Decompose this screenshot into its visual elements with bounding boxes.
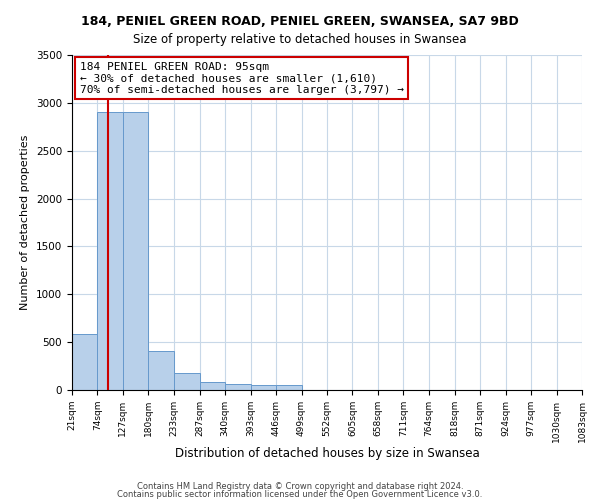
Bar <box>200 382 225 390</box>
Text: Contains public sector information licensed under the Open Government Licence v3: Contains public sector information licen… <box>118 490 482 499</box>
Bar <box>123 112 148 390</box>
Bar <box>174 373 200 390</box>
Text: Size of property relative to detached houses in Swansea: Size of property relative to detached ho… <box>133 32 467 46</box>
Text: 184 PENIEL GREEN ROAD: 95sqm
← 30% of detached houses are smaller (1,610)
70% of: 184 PENIEL GREEN ROAD: 95sqm ← 30% of de… <box>80 62 404 95</box>
Text: Contains HM Land Registry data © Crown copyright and database right 2024.: Contains HM Land Registry data © Crown c… <box>137 482 463 491</box>
X-axis label: Distribution of detached houses by size in Swansea: Distribution of detached houses by size … <box>175 448 479 460</box>
Bar <box>72 334 97 390</box>
Bar <box>97 112 123 390</box>
Y-axis label: Number of detached properties: Number of detached properties <box>20 135 31 310</box>
Bar <box>225 384 251 390</box>
Bar <box>251 384 276 390</box>
Bar <box>148 351 174 390</box>
Bar <box>276 385 302 390</box>
Text: 184, PENIEL GREEN ROAD, PENIEL GREEN, SWANSEA, SA7 9BD: 184, PENIEL GREEN ROAD, PENIEL GREEN, SW… <box>81 15 519 28</box>
